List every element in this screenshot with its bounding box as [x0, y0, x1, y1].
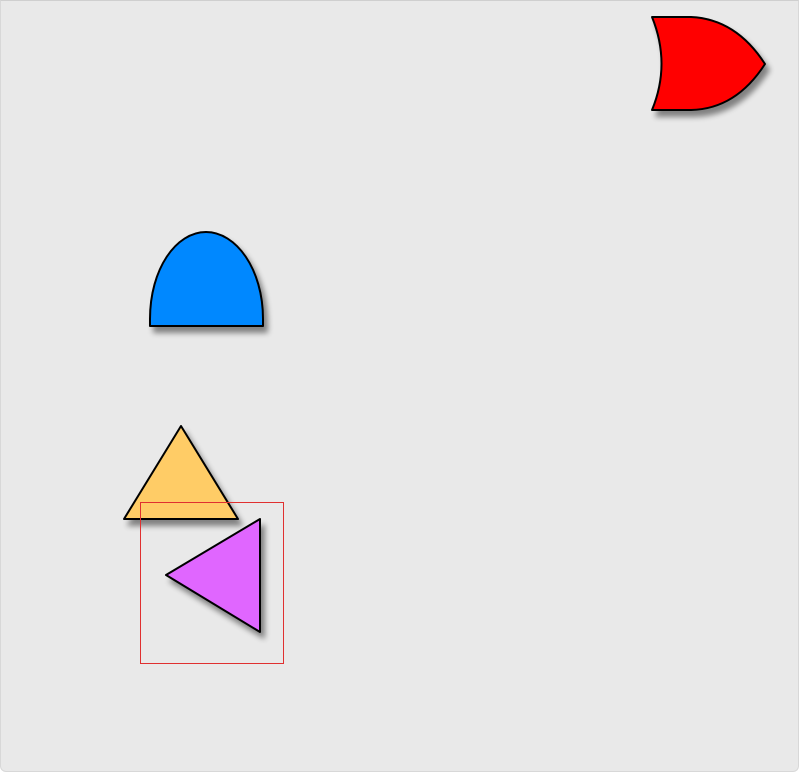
magenta-triangle-shape[interactable] — [165, 518, 261, 633]
blue-dome-shape[interactable] — [149, 231, 264, 327]
selection-box — [140, 502, 284, 664]
red-or-gate-shape[interactable] — [651, 16, 766, 111]
orange-triangle-shape[interactable] — [123, 425, 239, 520]
